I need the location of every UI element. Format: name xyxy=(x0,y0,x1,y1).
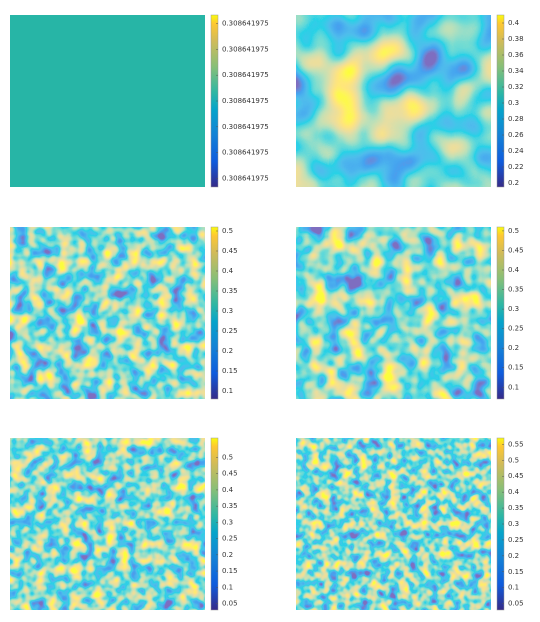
colorbar-tick-label: 0.4 xyxy=(222,267,234,275)
colorbar-tick-label: 0.24 xyxy=(508,147,524,155)
colorbar-tick-label: 0.34 xyxy=(508,67,524,75)
colorbar-tick-label: 0.308641975 xyxy=(222,45,269,53)
colorbar-tick-label: 0.28 xyxy=(508,115,524,123)
colorbar-tick-label: 0.4 xyxy=(508,266,520,274)
panel: 0.05 0.1 0.15 0.2 0.25 0.3 0.35 0.4 0.45 0.5 xyxy=(10,437,238,611)
heatmap-image xyxy=(296,227,491,399)
colorbar-tick-label: 0.3 xyxy=(508,305,519,313)
colorbar-tick-label: 0.5 xyxy=(222,453,233,461)
colorbar-tick-label: 0.45 xyxy=(222,247,238,255)
colorbar-tick-label: 0.15 xyxy=(508,568,524,576)
colorbar-tick-label: 0.36 xyxy=(508,51,524,59)
colorbar-tick-label: 0.26 xyxy=(508,131,524,139)
heatmap-image xyxy=(296,438,491,610)
colorbar-tick-label: 0.35 xyxy=(222,287,238,295)
heatmap-image xyxy=(10,15,205,187)
colorbar-tick-label: 0.45 xyxy=(222,470,238,478)
colorbar-tick-label: 0.3 xyxy=(508,99,519,107)
panel: 0.1 0.15 0.2 0.25 0.3 0.35 0.4 0.45 0.5 xyxy=(10,226,238,400)
colorbar-tick-label: 0.1 xyxy=(508,584,519,592)
colorbar-tick-label: 0.4 xyxy=(508,488,520,496)
colorbar xyxy=(210,437,219,611)
colorbar-tick-label: 0.308641975 xyxy=(222,97,269,105)
colorbar-tick-label: 0.15 xyxy=(508,364,524,372)
colorbar-tick-label: 0.1 xyxy=(222,583,233,591)
panel: 0.1 0.15 0.2 0.25 0.3 0.35 0.4 0.45 0.5 xyxy=(296,226,524,400)
colorbar-tick-label: 0.2 xyxy=(508,344,519,352)
colorbar xyxy=(496,14,505,188)
colorbar-tick-label: 0.25 xyxy=(222,535,238,543)
colorbar-tick-label: 0.2 xyxy=(222,551,233,559)
colorbar-tick-label: 0.35 xyxy=(508,504,524,512)
heatmap-image xyxy=(10,438,205,610)
colorbar-tick-label: 0.22 xyxy=(508,163,524,171)
colorbar-tick-label: 0.3 xyxy=(222,518,233,526)
colorbar-tick-label: 0.45 xyxy=(508,472,524,480)
colorbar-tick-label: 0.2 xyxy=(508,179,519,187)
colorbar-tick-label: 0.25 xyxy=(508,536,524,544)
colorbar-tick-label: 0.38 xyxy=(508,35,524,43)
colorbar-tick-label: 0.25 xyxy=(508,325,524,333)
panel: 0.308641975 0.308641975 0.308641975 0.30864… xyxy=(10,14,269,188)
colorbar-tick-label: 0.35 xyxy=(222,502,238,510)
colorbar-tick-label: 0.45 xyxy=(508,246,524,254)
colorbar-tick-label: 0.5 xyxy=(508,227,519,235)
colorbar-tick-label: 0.32 xyxy=(508,83,524,91)
heatmap-image xyxy=(10,227,205,399)
colorbar-tick-label: 0.308641975 xyxy=(222,20,269,28)
colorbar-tick-label: 0.308641975 xyxy=(222,174,269,182)
colorbar-tick-label: 0.25 xyxy=(222,327,238,335)
colorbar xyxy=(496,226,505,400)
colorbar xyxy=(210,226,219,400)
colorbar-tick-label: 0.308641975 xyxy=(222,123,269,131)
panel: 0.2 0.22 0.24 0.26 0.28 0.3 0.32 0.34 0.36 0.38 0.… xyxy=(296,14,524,188)
colorbar-tick-label: 0.2 xyxy=(222,347,233,355)
colorbar-tick-label: 0.5 xyxy=(508,456,519,464)
panel: 0.05 0.1 0.15 0.2 0.25 0.3 0.35 0.4 0.45 0.5 0.55 xyxy=(296,437,524,611)
colorbar-tick-label: 0.35 xyxy=(508,286,524,294)
colorbar-tick-label: 0.3 xyxy=(222,307,233,315)
colorbar-tick-label: 0.3 xyxy=(508,520,519,528)
colorbar-tick-label: 0.308641975 xyxy=(222,149,269,157)
colorbar-tick-label: 0.55 xyxy=(508,440,524,448)
colorbar-tick-label: 0.15 xyxy=(222,567,238,575)
colorbar-tick-label: 0.1 xyxy=(222,387,233,395)
colorbar-tick-label: 0.1 xyxy=(508,383,519,391)
colorbar-tick-label: 0.308641975 xyxy=(222,71,269,79)
heatmap-image xyxy=(296,15,491,187)
colorbar-tick-label: 0.05 xyxy=(508,600,524,608)
colorbar-tick-label: 0.5 xyxy=(222,227,233,235)
colorbar-tick-label: 0.4 xyxy=(222,486,234,494)
colorbar-tick-label: 0.2 xyxy=(508,552,519,560)
colorbar-tick-label: 0.05 xyxy=(222,600,238,608)
colorbar-tick-label: 0.15 xyxy=(222,367,238,375)
colorbar-tick-label: 0.4 xyxy=(508,19,520,27)
